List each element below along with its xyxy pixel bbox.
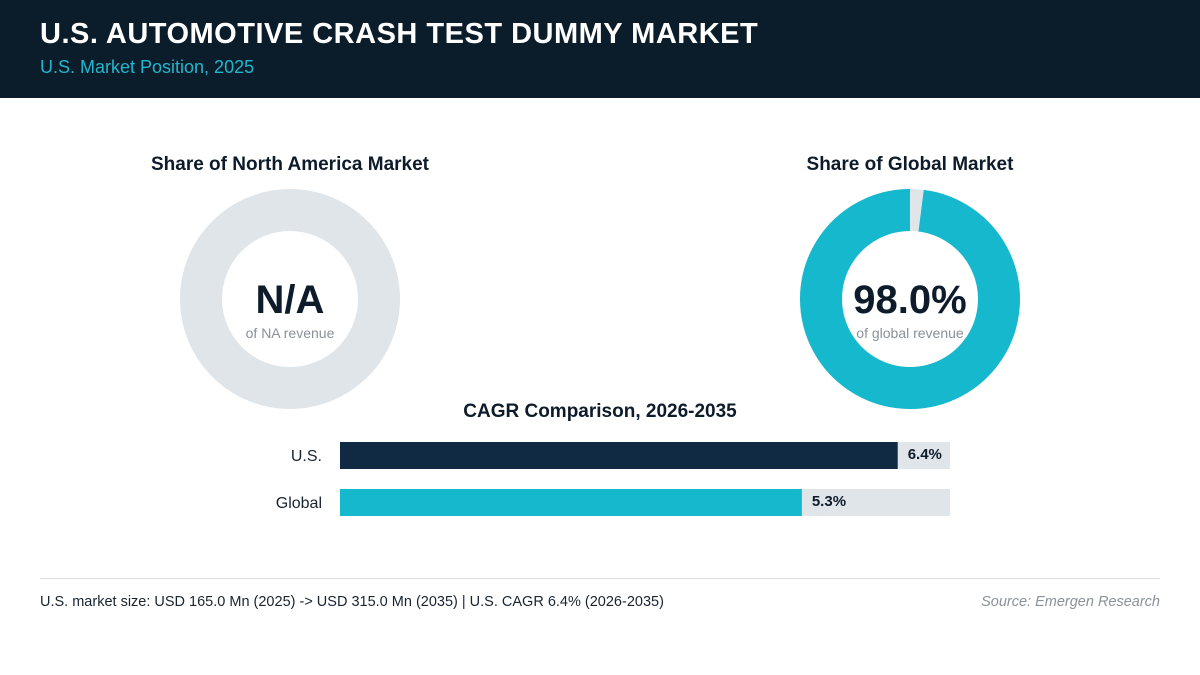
- bar-global: [340, 489, 802, 516]
- bar-value-global: 5.3%: [812, 493, 846, 510]
- header-banner: U.S. AUTOMOTIVE CRASH TEST DUMMY MARKET …: [0, 0, 1200, 98]
- footer-summary: U.S. market size: USD 165.0 Mn (2025) ->…: [40, 594, 664, 610]
- donut-global-share-arc: [800, 189, 1020, 409]
- page-subtitle: U.S. Market Position, 2025: [40, 57, 255, 77]
- footer-divider: [40, 578, 1160, 579]
- donut-global-center-value: 98.0%: [853, 278, 966, 322]
- bar-value-us: 6.4%: [908, 446, 942, 463]
- donut-global-caption: of global revenue: [856, 325, 964, 341]
- footer-source: Source: Emergen Research: [981, 594, 1160, 610]
- donut-na-center-value: N/A: [256, 278, 325, 322]
- bar-us: [340, 442, 898, 469]
- donut-na-caption: of NA revenue: [246, 325, 335, 341]
- bar-label-global: Global: [276, 495, 322, 512]
- charts-area: Share of North America Market N/A of NA …: [151, 154, 1020, 516]
- donut-global-title: Share of Global Market: [807, 154, 1015, 175]
- donut-na-title: Share of North America Market: [151, 154, 430, 175]
- donut-na-track: [180, 189, 400, 409]
- cagr-chart-title: CAGR Comparison, 2026-2035: [463, 401, 737, 422]
- page-title: U.S. AUTOMOTIVE CRASH TEST DUMMY MARKET: [40, 18, 759, 50]
- bar-label-us: U.S.: [291, 448, 322, 465]
